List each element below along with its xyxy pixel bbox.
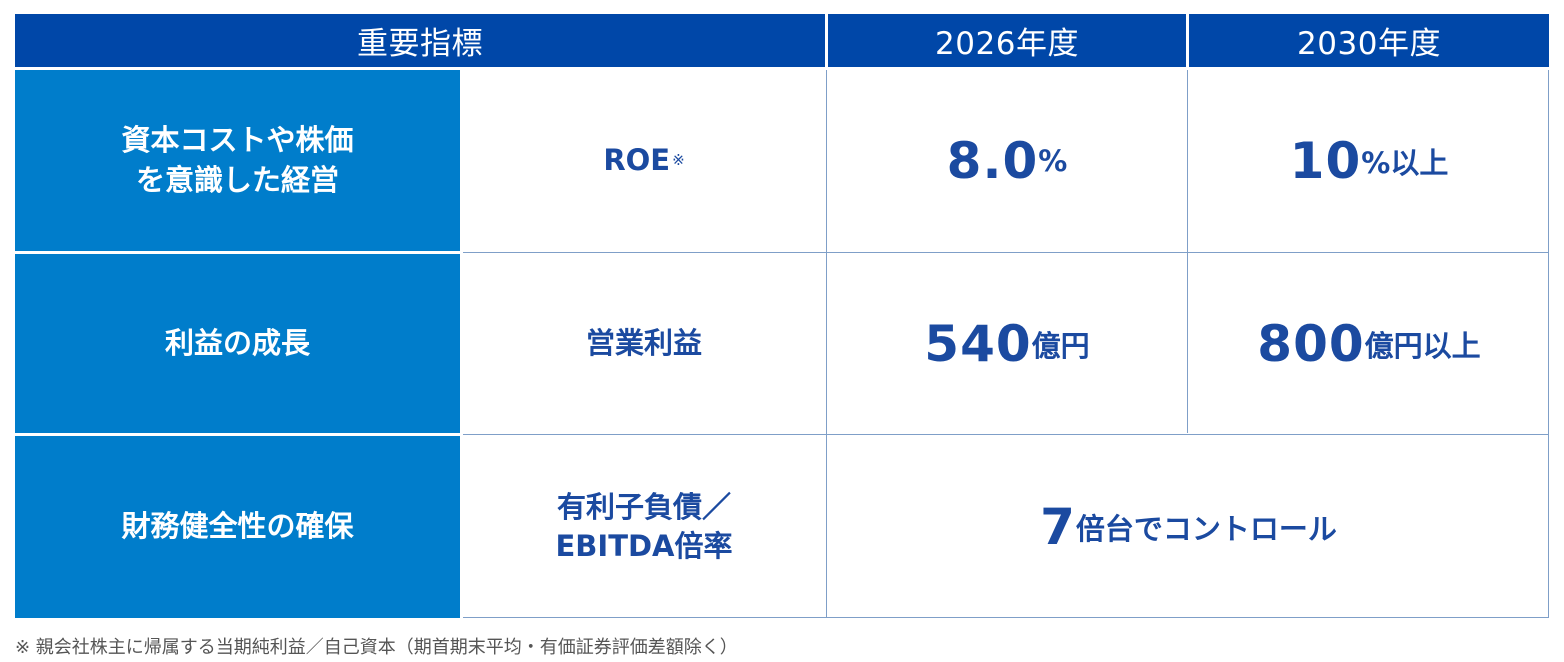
indicator-cell-operating-profit: 営業利益 bbox=[463, 254, 825, 433]
grid-line bbox=[463, 434, 1549, 435]
indicator-cell-debt-ebitda: 有利子負債／ EBITDA倍率 bbox=[463, 436, 825, 618]
grid-line bbox=[463, 252, 1549, 253]
header-indicator-label: 重要指標 bbox=[357, 26, 483, 62]
value-unit: 億円 bbox=[1031, 328, 1090, 363]
kpi-table: 重要指標 2026年度 2030年度 資本コストや株価 を意識した経営 ROE ※… bbox=[15, 14, 1549, 618]
value-cell-roe-2026: 8.0% bbox=[828, 70, 1186, 251]
value-number: 540 bbox=[924, 314, 1032, 373]
header-indicator: 重要指標 bbox=[15, 14, 825, 67]
category-cell-financial-soundness: 財務健全性の確保 bbox=[15, 436, 460, 618]
value-cell-profit-2030: 800 億円以上 bbox=[1189, 254, 1549, 433]
grid-line bbox=[1187, 70, 1188, 433]
header-2026: 2026年度 bbox=[828, 14, 1186, 67]
value-number: 8.0 bbox=[946, 131, 1039, 190]
indicator-label-operating-profit: 営業利益 bbox=[585, 325, 702, 360]
indicator-label-line1: 有利子負債／ bbox=[556, 489, 731, 524]
header-2026-label: 2026年度 bbox=[935, 26, 1079, 62]
category-cell-profit-growth: 利益の成長 bbox=[15, 254, 460, 433]
value-number: 7 bbox=[1040, 498, 1076, 556]
category-label-line2: を意識した経営 bbox=[135, 162, 339, 197]
value-unit: 億円以上 bbox=[1364, 328, 1481, 363]
value-unit: %以上 bbox=[1361, 145, 1449, 180]
value-unit: 倍台でコントロール bbox=[1075, 512, 1337, 546]
value-number: 800 bbox=[1257, 314, 1365, 373]
value-cell-debt-ebitda-combined: 7 倍台でコントロール bbox=[828, 436, 1549, 618]
grid-line bbox=[1548, 70, 1549, 618]
indicator-label-roe: ROE bbox=[603, 142, 671, 177]
indicator-cell-roe: ROE ※ bbox=[463, 70, 825, 251]
value-number: 10 bbox=[1289, 131, 1362, 190]
footnote: ※ 親会社株主に帰属する当期純利益／自己資本（期首期末平均・有価証券評価差額除く… bbox=[15, 637, 738, 658]
indicator-label-line2: EBITDA倍率 bbox=[555, 529, 733, 563]
header-2030-label: 2030年度 bbox=[1297, 26, 1441, 62]
header-2030: 2030年度 bbox=[1189, 14, 1549, 67]
grid-line bbox=[463, 617, 1549, 618]
category-label: 財務健全性の確保 bbox=[121, 509, 354, 544]
category-label: 利益の成長 bbox=[164, 325, 310, 360]
footnote-mark: ※ bbox=[672, 151, 685, 170]
value-cell-profit-2026: 540 億円 bbox=[828, 254, 1186, 433]
category-label-line1: 資本コストや株価 bbox=[121, 123, 354, 158]
value-cell-roe-2030: 10 %以上 bbox=[1189, 70, 1549, 251]
category-cell-capital-cost: 資本コストや株価 を意識した経営 bbox=[15, 70, 460, 251]
value-unit: % bbox=[1038, 143, 1068, 178]
grid-line bbox=[826, 70, 827, 618]
